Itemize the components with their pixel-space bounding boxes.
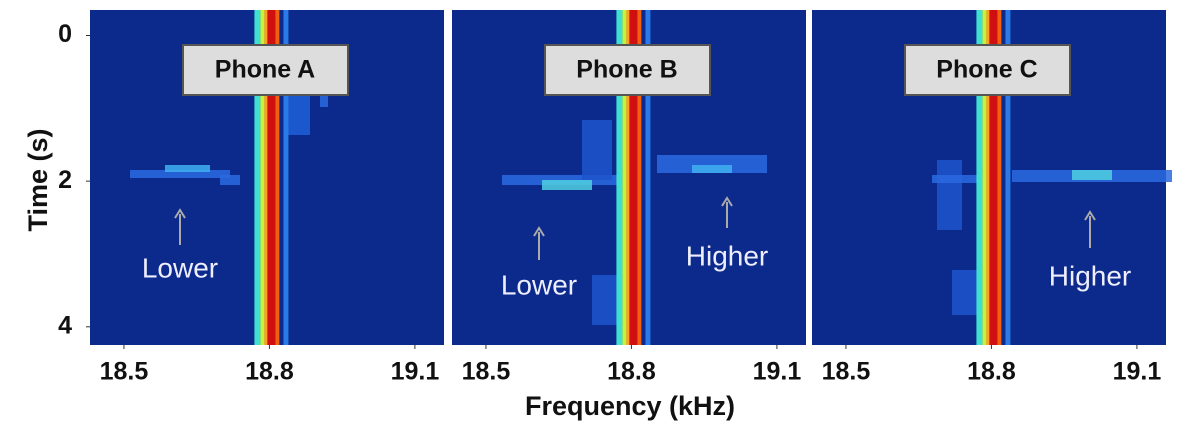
heatmap-cells <box>320 95 328 107</box>
heatmap-cells <box>220 175 240 185</box>
x-tick-label: 18.8 <box>245 358 294 386</box>
x-tick-label: 19.1 <box>391 358 440 386</box>
figure: 18.5 18.8 19.1 0 2 4 Phone A Lower Time (s) 18.5 1… <box>0 0 1183 430</box>
panel-title: Phone B <box>576 56 677 84</box>
heatmap-cells <box>1072 170 1112 180</box>
annotation: Lower <box>501 269 577 300</box>
y-tick-label: 0 <box>58 20 72 48</box>
heatmap-cells <box>592 275 617 325</box>
x-tick-label: 18.5 <box>462 358 511 386</box>
heatmap-cells <box>692 165 732 173</box>
x-tick-label: 19.1 <box>1113 358 1162 386</box>
heatmap-cells <box>932 175 982 183</box>
heatmap-cells <box>542 180 592 190</box>
panel-title: Phone C <box>936 56 1037 84</box>
annotation: Higher <box>1049 260 1131 291</box>
x-axis-label: Frequency (kHz) <box>525 391 735 421</box>
y-tick-label: 4 <box>58 311 72 339</box>
heatmap-cells <box>285 95 310 135</box>
x-tick-label: 18.5 <box>822 358 871 386</box>
y-axis-label: Time (s) <box>23 128 53 231</box>
x-tick-label: 18.8 <box>607 358 656 386</box>
annotation: Higher <box>686 240 768 271</box>
x-tick-label: 18.8 <box>967 358 1016 386</box>
heatmap-cells <box>165 165 210 172</box>
y-tick-label: 2 <box>58 166 72 194</box>
heatmap-cells <box>937 160 962 230</box>
panel-title: Phone A <box>215 56 315 84</box>
annotation: Lower <box>142 252 218 283</box>
heatmap-cells <box>582 120 612 180</box>
x-tick-label: 19.1 <box>753 358 802 386</box>
x-tick-label: 18.5 <box>100 358 149 386</box>
